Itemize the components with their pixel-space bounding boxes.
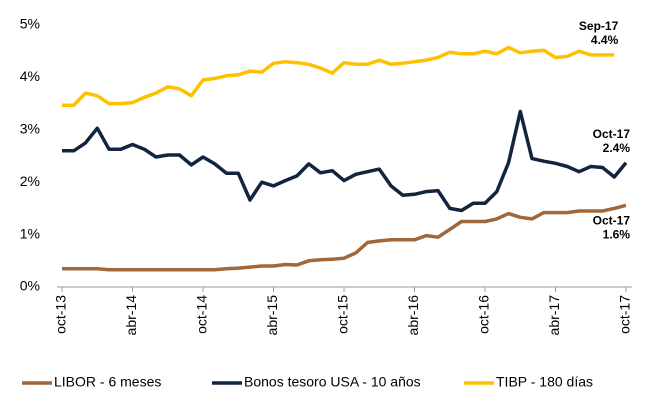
x-tick-label: abr-17 [546,295,562,336]
y-tick-label: 3% [20,121,40,137]
x-tick-label: oct-15 [335,295,351,334]
x-tick-label: oct-14 [194,295,210,334]
x-tick-label: oct-16 [476,295,492,334]
series-line [62,109,628,213]
legend-label: Bonos tesoro USA - 10 años [244,374,421,390]
x-tick-label: abr-16 [405,295,421,336]
y-tick-label: 1% [20,225,40,241]
y-tick-label: 0% [20,278,40,294]
series-line [62,45,615,107]
y-tick-label: 4% [20,68,40,84]
x-tick-label: oct-13 [53,295,69,334]
x-tick-label: abr-14 [123,295,139,336]
annotation-value: 4.4% [591,33,619,47]
x-tick-label: oct-17 [617,295,633,334]
annotation-date: Oct-17 [593,213,631,227]
annotation-date: Oct-17 [593,127,631,141]
annotation-value: 2.4% [603,141,631,155]
series-line [62,203,627,272]
legend-label: TIBP - 180 días [496,374,593,390]
legend-label: LIBOR - 6 meses [54,374,161,390]
y-tick-label: 2% [20,173,40,189]
x-tick-label: abr-15 [264,295,280,336]
y-tick-label: 5% [20,16,40,32]
annotation-date: Sep-17 [579,19,619,33]
annotation-value: 1.6% [603,227,631,241]
